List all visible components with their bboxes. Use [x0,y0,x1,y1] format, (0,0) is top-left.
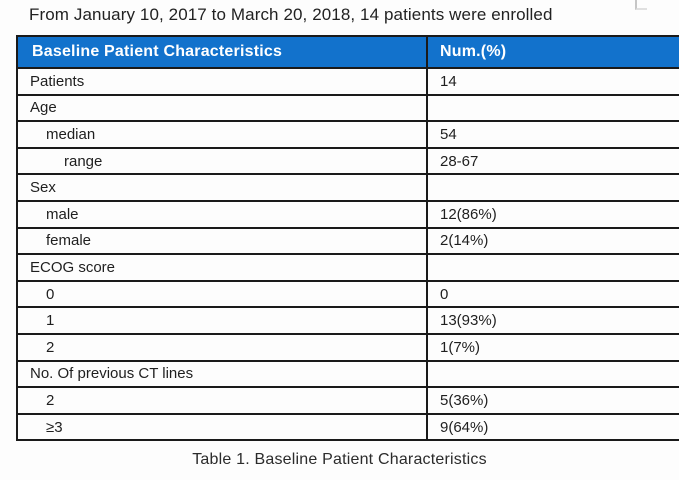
row-value: 1(7%) [426,332,679,362]
table-row: female 2(14%) [16,226,679,256]
header-row: Baseline Patient Characteristics Num.(%) [16,35,679,69]
table-row: 2 1(7%) [16,332,679,362]
table-body: Patients 14 Age median 54 range 28-67 Sex male 12… [16,67,679,442]
row-value: 13(93%) [426,306,679,335]
table-row: No. Of previous CT lines [16,359,679,389]
row-label: ≥3 [16,412,428,442]
row-label: Patients [16,67,428,96]
row-value: 14 [426,67,679,96]
row-label: ECOG score [16,253,428,282]
row-value: 28-67 [426,146,679,176]
row-value [426,93,679,123]
row-value: 9(64%) [426,412,679,442]
table-row: Sex [16,173,679,202]
table-row: Age [16,93,679,123]
column-header-characteristics: Baseline Patient Characteristics [16,35,428,69]
row-label: 2 [16,332,428,362]
scan-artifact [635,0,647,10]
row-label: No. Of previous CT lines [16,359,428,389]
table-row: male 12(86%) [16,199,679,229]
baseline-characteristics-table: Baseline Patient Characteristics Num.(%)… [16,35,679,442]
row-value: 5(36%) [426,386,679,415]
table-row: 1 13(93%) [16,306,679,335]
table-row: range 28-67 [16,146,679,176]
row-label: Age [16,93,428,123]
row-label: range [16,146,428,176]
table-row: ≥3 9(64%) [16,412,679,442]
row-label: 2 [16,386,428,415]
table-header: Baseline Patient Characteristics Num.(%) [16,35,679,69]
row-value [426,253,679,282]
table-row: ECOG score [16,253,679,282]
row-label: male [16,199,428,229]
table-row: Patients 14 [16,67,679,96]
column-header-num-percent: Num.(%) [426,35,679,69]
table-caption: Table 1. Baseline Patient Characteristic… [192,451,487,468]
row-value: 54 [426,120,679,149]
row-label: female [16,226,428,256]
row-value [426,359,679,389]
table-row: 2 5(36%) [16,386,679,415]
row-value [426,173,679,202]
row-value: 0 [426,279,679,309]
enrollment-intro-text: From January 10, 2017 to March 20, 2018,… [29,5,553,24]
row-label: 1 [16,306,428,335]
row-label: Sex [16,173,428,202]
row-value: 2(14%) [426,226,679,256]
table-row: median 54 [16,120,679,149]
row-label: median [16,120,428,149]
row-value: 12(86%) [426,199,679,229]
row-label: 0 [16,279,428,309]
